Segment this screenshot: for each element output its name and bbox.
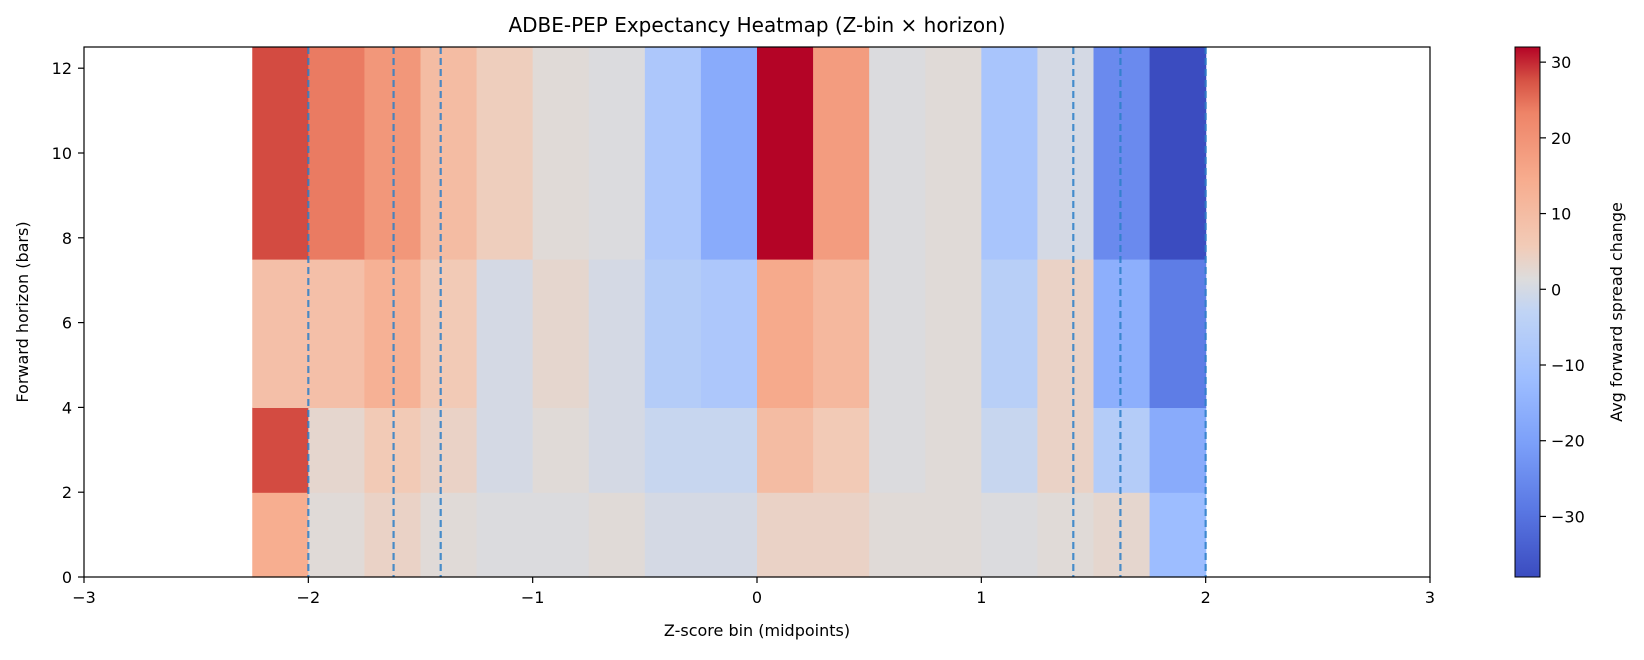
heatmap-cell (1093, 407, 1151, 493)
y-tick-label: 10 (52, 144, 72, 163)
heatmap-cell (588, 407, 646, 493)
threshold-lines (307, 47, 1207, 577)
heatmap-cell (869, 492, 926, 578)
heatmap-cell (700, 492, 758, 578)
heatmap-cell (532, 47, 590, 260)
heatmap-cell (1037, 492, 1095, 578)
heatmap-cell (420, 407, 478, 493)
heatmap-cell (925, 47, 982, 260)
heatmap-cell (308, 407, 366, 493)
colorbar-tick-label: 0 (1551, 280, 1561, 299)
heatmap-cell (252, 259, 309, 408)
colorbar (1514, 46, 1541, 578)
heatmap-cell (981, 259, 1039, 408)
x-tick-label: 0 (752, 588, 762, 607)
heatmap-cell (420, 47, 478, 260)
heatmap-cell (588, 259, 646, 408)
heatmap-cell (252, 407, 309, 493)
colorbar-tick-label: −30 (1551, 507, 1585, 526)
x-tick-label: −2 (297, 588, 321, 607)
heatmap-cell (869, 47, 926, 260)
x-tick-label: 2 (1201, 588, 1211, 607)
heatmap-cell (252, 47, 309, 260)
y-tick-label: 0 (62, 568, 72, 587)
colorbar-tick-label: −20 (1551, 432, 1585, 451)
heatmap-cell (308, 47, 366, 260)
heatmap-cell (700, 259, 758, 408)
colorbar-ticks: 30 20 10 0 −10 −20 −30 (1540, 53, 1585, 526)
y-tick-label: 4 (62, 398, 72, 417)
heatmap-cell (1093, 492, 1151, 578)
heatmap-cell (308, 492, 366, 578)
y-tick-label: 6 (62, 314, 72, 333)
x-tick-label: 1 (976, 588, 986, 607)
heatmap-cell (1093, 259, 1151, 408)
heatmap-cell (1149, 259, 1207, 408)
heatmap-cell (532, 259, 590, 408)
heatmap-cell (1149, 47, 1207, 260)
x-tick-label: −1 (521, 588, 545, 607)
chart-title: ADBE-PEP Expectancy Heatmap (Z-bin × hor… (508, 13, 1005, 37)
heatmap-cell (1037, 259, 1095, 408)
heatmap-cell (420, 492, 478, 578)
heatmap-cell (252, 492, 309, 578)
heatmap-cell (644, 407, 702, 493)
y-tick-label: 8 (62, 229, 72, 248)
heatmap-cell (757, 492, 814, 578)
heatmap-cell (644, 259, 702, 408)
heatmap-cell (476, 259, 534, 408)
heatmap-cell (813, 407, 870, 493)
y-tick-label: 2 (62, 483, 72, 502)
colorbar-tick-label: 20 (1551, 129, 1571, 148)
heatmap-cell (588, 47, 646, 260)
heatmap-cell (869, 407, 926, 493)
heatmap-cell (925, 492, 982, 578)
heatmap-cell (869, 259, 926, 408)
heatmap-cell (981, 407, 1039, 493)
heatmap-cell (308, 259, 366, 408)
heatmap-cell (925, 407, 982, 493)
y-tick-label: 12 (52, 59, 72, 78)
y-axis-ticks: 0 2 4 6 8 10 12 (52, 59, 84, 587)
x-axis-ticks: −3 −2 −1 0 1 2 3 (72, 577, 1435, 607)
heatmap-cell (476, 492, 534, 578)
heatmap-cell (700, 47, 758, 260)
heatmap-cell (700, 407, 758, 493)
heatmap-cell (813, 492, 870, 578)
heatmap-cell (476, 47, 534, 260)
heatmap-cell (476, 407, 534, 493)
x-tick-label: −3 (72, 588, 96, 607)
heatmap-cell (532, 492, 590, 578)
colorbar-tick-label: 30 (1551, 53, 1571, 72)
heatmap-cell (757, 47, 814, 260)
heatmap-cell (757, 407, 814, 493)
heatmap-cell (813, 47, 870, 260)
heatmap-cell (1149, 407, 1207, 493)
colorbar-tick-label: 10 (1551, 205, 1571, 224)
heatmap-cell (925, 259, 982, 408)
colorbar-tick-label: −10 (1551, 356, 1585, 375)
heatmap-cells (252, 47, 1207, 578)
x-axis-label: Z-score bin (midpoints) (664, 621, 850, 640)
heatmap-cell (644, 492, 702, 578)
heatmap-cell (981, 47, 1039, 260)
x-tick-label: 3 (1425, 588, 1435, 607)
heatmap-cell (1149, 492, 1207, 578)
heatmap-cell (981, 492, 1039, 578)
heatmap-cell (1093, 47, 1151, 260)
heatmap-cell (644, 47, 702, 260)
colorbar-label: Avg forward spread change (1607, 202, 1626, 422)
heatmap-cell (1037, 47, 1095, 260)
y-axis-label: Forward horizon (bars) (13, 221, 32, 402)
heatmap-cell (588, 492, 646, 578)
heatmap-cell (1037, 407, 1095, 493)
heatmap-cell (420, 259, 478, 408)
heatmap-cell (813, 259, 870, 408)
heatmap-cell (757, 259, 814, 408)
heatmap-cell (532, 407, 590, 493)
